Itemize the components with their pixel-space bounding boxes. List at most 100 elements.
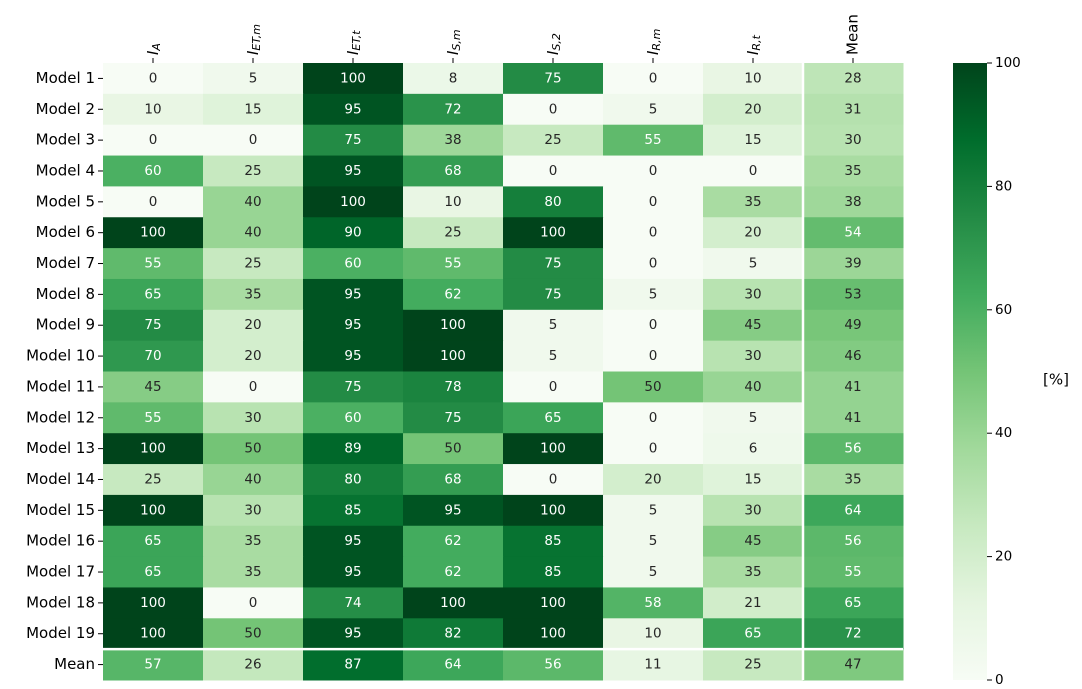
cell — [103, 556, 204, 588]
cell — [503, 248, 604, 280]
cell-label: 65 — [144, 564, 161, 580]
cell-label: 95 — [344, 533, 361, 549]
cell — [703, 433, 804, 465]
cell — [203, 587, 304, 619]
cell-label: 75 — [344, 132, 361, 148]
cell-label: 75 — [444, 410, 461, 426]
cell — [603, 618, 704, 650]
cell-label: 0 — [549, 471, 558, 487]
cell-label: 0 — [649, 410, 658, 426]
cell — [803, 649, 904, 681]
cell — [603, 340, 704, 372]
cell-label: 65 — [844, 595, 861, 611]
cell — [703, 556, 804, 588]
cell-label: 72 — [844, 626, 861, 642]
cell — [503, 186, 604, 218]
x-tick-label: IS,m — [444, 29, 464, 55]
cell — [503, 556, 604, 588]
cell-label: 26 — [244, 657, 261, 673]
cell — [403, 371, 504, 403]
cell — [503, 402, 604, 434]
y-tick-label: Model 16 — [26, 532, 95, 550]
label-base: I — [244, 50, 262, 55]
cell-label: 25 — [144, 471, 161, 487]
y-tick-label: Model 6 — [36, 223, 95, 241]
cell — [303, 124, 404, 157]
cell — [403, 124, 504, 157]
cell-label: 0 — [549, 379, 558, 395]
cell-label: 75 — [544, 286, 561, 302]
cell — [703, 371, 804, 403]
cell — [103, 618, 204, 650]
colorbar-tick-label: 60 — [995, 302, 1012, 318]
cell — [503, 217, 604, 249]
cell-label: 74 — [344, 595, 361, 611]
cell — [403, 556, 504, 588]
cell-label: 5 — [649, 286, 658, 302]
x-tick-label: IR,m — [644, 29, 664, 55]
cell — [103, 186, 204, 218]
cell-label: 56 — [844, 441, 861, 457]
cell — [303, 464, 404, 496]
cell-label: 100 — [340, 194, 366, 210]
y-tick-label: Model 1 — [36, 69, 95, 87]
cell-label: 90 — [344, 225, 361, 241]
cell-label: 10 — [444, 194, 461, 210]
cell — [303, 433, 404, 465]
cell — [503, 278, 604, 311]
cell — [603, 494, 704, 527]
label-subscript: ET,t — [350, 30, 363, 51]
cell-label: 95 — [344, 286, 361, 302]
cell-label: 5 — [549, 348, 558, 364]
y-tick-label: Model 4 — [36, 161, 95, 179]
cell — [303, 587, 404, 619]
y-tick-label: Model 19 — [26, 624, 95, 642]
cell — [303, 278, 404, 311]
cell-label: 0 — [549, 101, 558, 117]
label-base: I — [144, 50, 162, 55]
cell — [103, 371, 204, 403]
cell — [403, 587, 504, 619]
cell — [503, 618, 604, 650]
cell-label: 60 — [344, 256, 361, 272]
cell-label: 20 — [244, 348, 261, 364]
cell — [703, 217, 804, 249]
label-base: I — [344, 50, 362, 55]
cell-label: 30 — [244, 502, 261, 518]
cell-label: 30 — [244, 410, 261, 426]
cell — [603, 248, 704, 280]
cell — [603, 649, 704, 681]
cell-label: 0 — [649, 225, 658, 241]
cell — [803, 464, 904, 496]
y-tick-label: Model 2 — [36, 100, 95, 118]
cell — [703, 464, 804, 496]
colorbar-tick-label: 40 — [995, 425, 1012, 441]
cell-label: 55 — [144, 256, 161, 272]
cell — [703, 402, 804, 434]
cell — [103, 278, 204, 311]
cell-label: 0 — [649, 256, 658, 272]
cell — [603, 464, 704, 496]
cell — [403, 278, 504, 311]
cell — [803, 494, 904, 527]
cell — [303, 309, 404, 342]
cell — [703, 63, 804, 95]
cell — [303, 649, 404, 681]
cell — [203, 248, 304, 280]
cell-label: 62 — [444, 286, 461, 302]
cell — [103, 155, 204, 187]
cell — [403, 402, 504, 434]
cell — [503, 63, 604, 95]
cell — [203, 93, 304, 126]
cell — [603, 556, 704, 588]
cell-label: 62 — [444, 533, 461, 549]
cell-label: 100 — [140, 595, 166, 611]
cell — [603, 402, 704, 434]
cell-label: 25 — [244, 163, 261, 179]
cell — [403, 155, 504, 187]
cell-label: 11 — [644, 657, 661, 673]
cell — [303, 63, 404, 95]
cell — [703, 248, 804, 280]
cell-label: 0 — [249, 595, 258, 611]
cell-label: 85 — [544, 533, 561, 549]
